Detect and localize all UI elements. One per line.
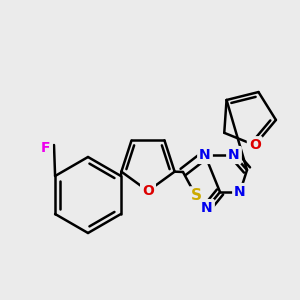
Text: O: O: [249, 138, 261, 152]
Text: N: N: [228, 148, 240, 162]
Text: S: S: [190, 188, 202, 203]
Text: N: N: [199, 148, 211, 162]
Text: O: O: [142, 184, 154, 198]
Text: N: N: [201, 201, 213, 215]
Text: F: F: [41, 141, 51, 155]
Text: N: N: [234, 185, 246, 199]
